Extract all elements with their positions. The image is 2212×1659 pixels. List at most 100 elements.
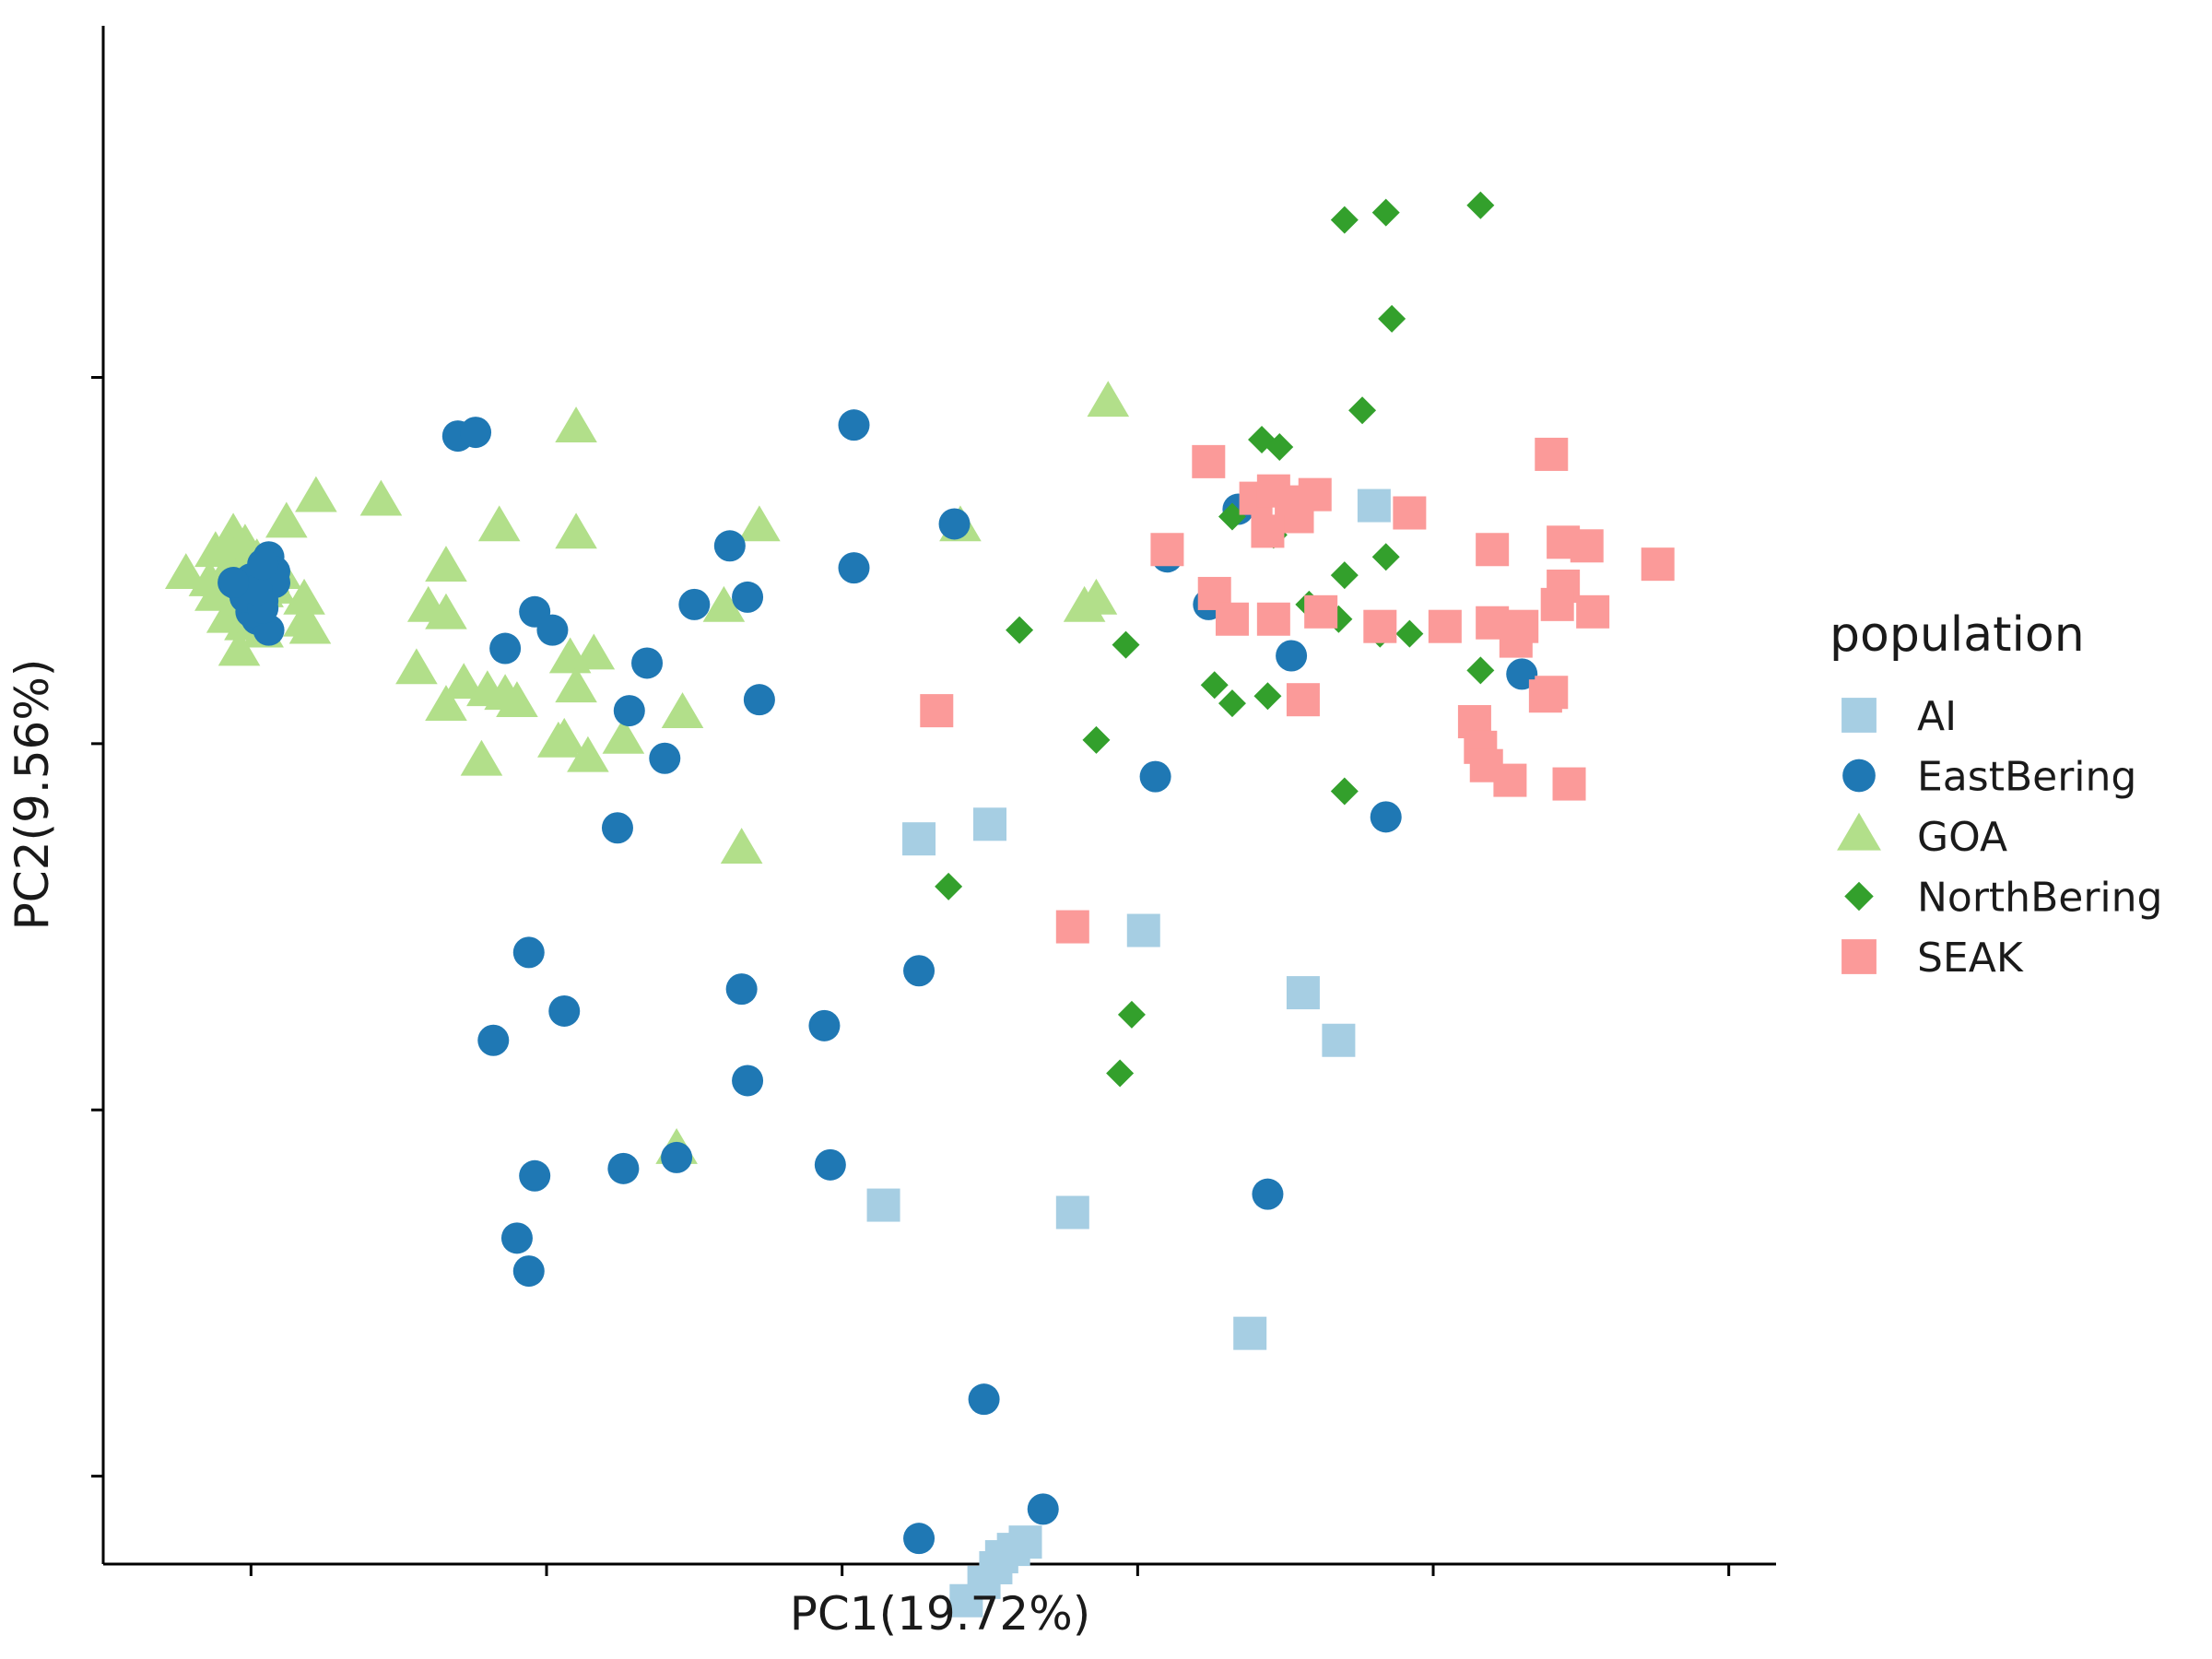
- point-northbering: [1378, 304, 1406, 333]
- series-northbering: [935, 191, 1495, 1088]
- point-eastbering: [713, 530, 746, 562]
- point-eastbering: [1370, 801, 1402, 833]
- point-eastbering: [489, 632, 522, 665]
- point-eastbering: [500, 1222, 533, 1254]
- series-goa: [164, 381, 1130, 1164]
- point-eastbering: [460, 417, 492, 449]
- point-northbering: [1106, 1059, 1135, 1088]
- point-goa: [537, 721, 580, 758]
- point-goa: [661, 692, 704, 728]
- point-goa: [265, 501, 308, 538]
- point-ai: [1322, 1023, 1356, 1057]
- point-ai: [1008, 1525, 1042, 1559]
- point-seak: [1528, 679, 1562, 713]
- point-ai: [1055, 1195, 1089, 1230]
- point-goa: [702, 585, 746, 622]
- point-eastbering: [1027, 1493, 1059, 1525]
- legend-label-seak: SEAK: [1917, 935, 2024, 982]
- point-eastbering: [477, 1024, 510, 1056]
- data-points: [164, 191, 1675, 1618]
- point-eastbering: [732, 581, 764, 613]
- point-goa: [548, 637, 592, 674]
- legend-label-eastbering: EastBering: [1917, 754, 2136, 801]
- point-eastbering: [512, 936, 545, 969]
- point-goa: [477, 505, 521, 542]
- point-eastbering: [743, 684, 775, 716]
- series-seak: [920, 437, 1675, 944]
- point-eastbering: [613, 695, 645, 727]
- point-northbering: [1082, 725, 1111, 754]
- point-eastbering: [838, 552, 870, 584]
- point-eastbering: [938, 508, 971, 540]
- point-northbering: [1466, 191, 1495, 219]
- legend-item-ai: AI: [1841, 693, 1957, 740]
- x-axis-label: PC1(19.72%): [790, 1587, 1091, 1641]
- y-axis-ticks: [91, 375, 103, 1478]
- point-goa: [206, 527, 249, 564]
- point-northbering: [1371, 543, 1400, 571]
- point-seak: [1304, 594, 1338, 629]
- point-goa: [425, 546, 467, 582]
- legend-marker-goa: [1837, 812, 1881, 851]
- point-goa: [567, 735, 609, 772]
- point-goa: [602, 717, 645, 754]
- point-goa: [1075, 578, 1118, 615]
- point-northbering: [1330, 206, 1359, 234]
- point-goa: [555, 512, 597, 549]
- point-eastbering: [607, 1152, 640, 1184]
- point-northbering: [1218, 689, 1246, 718]
- point-northbering: [1395, 619, 1424, 648]
- point-goa: [555, 406, 597, 442]
- point-seak: [1055, 910, 1089, 944]
- point-northbering: [1330, 561, 1359, 590]
- point-eastbering: [968, 1383, 1000, 1416]
- legend-marker-eastbering: [1842, 759, 1876, 793]
- point-eastbering: [814, 1148, 846, 1181]
- point-northbering: [1371, 198, 1400, 227]
- point-goa: [295, 476, 337, 512]
- point-eastbering: [519, 1159, 551, 1192]
- point-northbering: [1265, 432, 1294, 461]
- legend-label-goa: GOA: [1917, 814, 2007, 861]
- legend-item-seak: SEAK: [1841, 935, 2024, 982]
- point-eastbering: [661, 1141, 693, 1173]
- series-eastbering: [218, 409, 1538, 1555]
- point-eastbering: [548, 994, 581, 1027]
- legend-items: AI EastBering GOA NorthBering SEAK: [1837, 693, 2162, 982]
- point-seak: [1535, 437, 1569, 471]
- point-seak: [1570, 529, 1604, 563]
- point-northbering: [1006, 616, 1034, 644]
- point-goa: [1087, 381, 1130, 418]
- legend-marker-northbering: [1844, 881, 1874, 912]
- point-seak: [1192, 444, 1226, 478]
- legend-item-goa: GOA: [1837, 812, 2007, 861]
- point-eastbering: [649, 742, 681, 774]
- x-axis-ticks: [249, 1564, 1731, 1576]
- point-eastbering: [903, 1523, 935, 1555]
- point-seak: [1150, 533, 1184, 567]
- point-seak: [920, 694, 954, 728]
- point-goa: [738, 505, 781, 542]
- point-ai: [979, 1550, 1013, 1584]
- point-ai: [973, 807, 1007, 841]
- point-seak: [1428, 609, 1462, 643]
- point-goa: [283, 578, 325, 615]
- point-seak: [1363, 609, 1397, 643]
- legend-marker-seak: [1841, 939, 1877, 974]
- point-goa: [395, 648, 438, 685]
- legend-item-eastbering: EastBering: [1842, 754, 2136, 801]
- point-eastbering: [678, 588, 711, 620]
- point-eastbering: [512, 1255, 545, 1288]
- point-eastbering: [218, 567, 250, 599]
- point-ai: [1233, 1316, 1267, 1350]
- point-eastbering: [241, 573, 273, 606]
- legend-title: population: [1830, 607, 2085, 663]
- point-eastbering: [725, 973, 758, 1006]
- point-seak: [1493, 763, 1527, 797]
- point-eastbering: [732, 1065, 764, 1097]
- point-ai: [1126, 913, 1160, 947]
- legend-item-northbering: NorthBering: [1844, 875, 2162, 922]
- point-seak: [1215, 602, 1249, 636]
- point-northbering: [1348, 396, 1377, 425]
- point-goa: [288, 607, 332, 644]
